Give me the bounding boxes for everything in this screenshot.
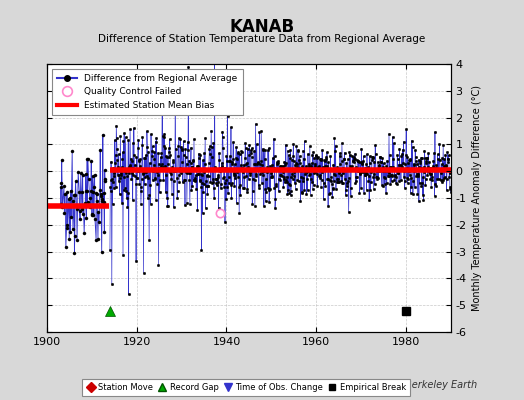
Legend: Station Move, Record Gap, Time of Obs. Change, Empirical Break: Station Move, Record Gap, Time of Obs. C… [82,378,410,396]
Text: KANAB: KANAB [230,18,294,36]
Y-axis label: Monthly Temperature Anomaly Difference (°C): Monthly Temperature Anomaly Difference (… [472,85,482,311]
Text: Difference of Station Temperature Data from Regional Average: Difference of Station Temperature Data f… [99,34,425,44]
Legend: Difference from Regional Average, Quality Control Failed, Estimated Station Mean: Difference from Regional Average, Qualit… [52,68,243,115]
Text: Berkeley Earth: Berkeley Earth [405,380,477,390]
